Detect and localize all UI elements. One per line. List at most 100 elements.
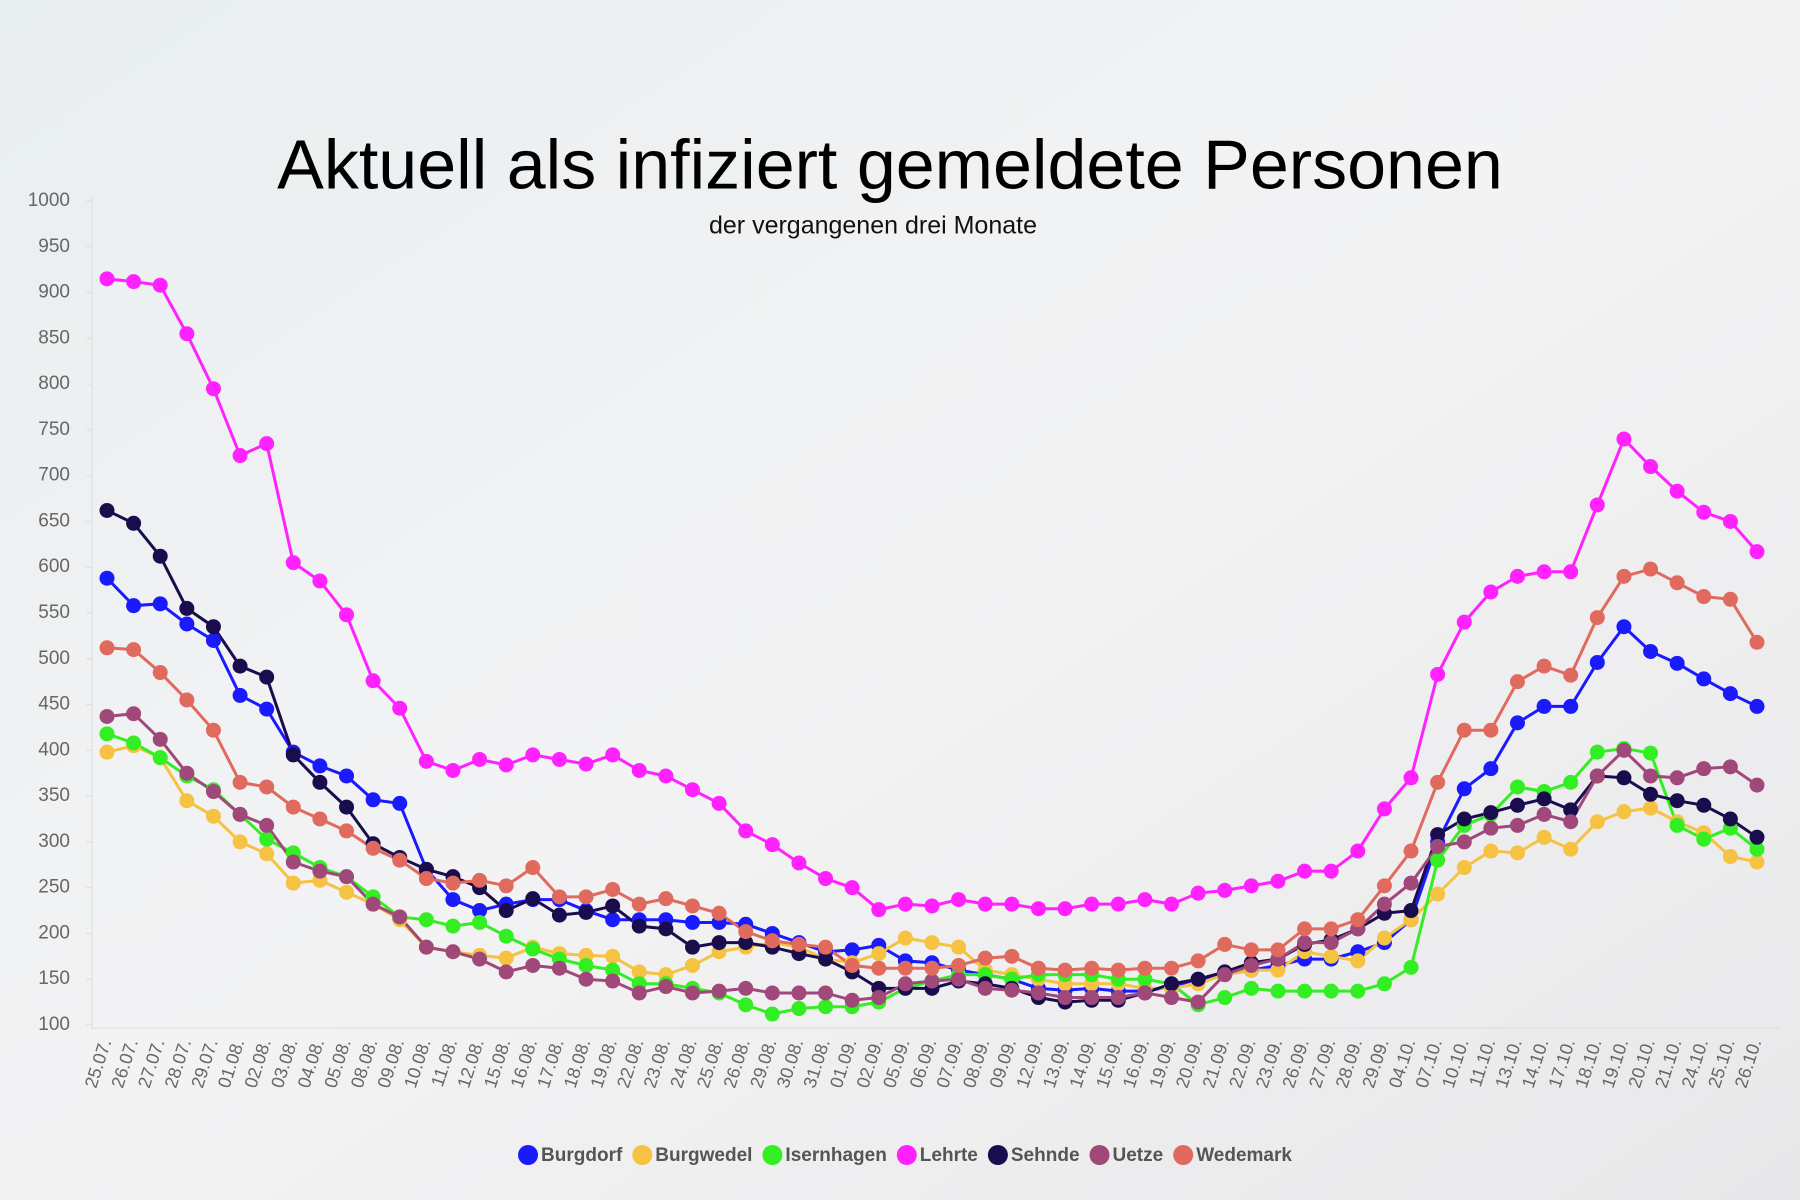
data-point (684, 957, 700, 973)
data-point (1749, 854, 1765, 870)
data-point (525, 941, 541, 957)
data-point (259, 779, 275, 795)
data-point (1589, 768, 1605, 784)
data-point (897, 960, 913, 976)
data-point (1030, 985, 1046, 1001)
data-point (1456, 811, 1472, 827)
y-tick-label: 750 (38, 419, 70, 440)
data-point (1589, 610, 1605, 626)
data-point (418, 939, 434, 955)
data-point (1004, 982, 1020, 998)
data-point (1084, 960, 1100, 976)
data-point (764, 933, 780, 949)
data-point (711, 795, 727, 811)
data-point (1164, 896, 1180, 912)
legend-label: Isernhagen (785, 1145, 886, 1166)
data-point (1722, 591, 1738, 607)
data-point (1376, 801, 1392, 817)
data-point (445, 875, 461, 891)
data-point (578, 889, 594, 905)
data-point (285, 854, 301, 870)
data-point (1164, 976, 1180, 992)
data-point (1350, 843, 1366, 859)
data-point (818, 871, 834, 887)
data-point (924, 973, 940, 989)
data-point (365, 673, 381, 689)
data-point (126, 706, 142, 722)
y-tick-label: 700 (38, 465, 70, 486)
data-point (232, 774, 248, 790)
data-point (232, 658, 248, 674)
data-point (1057, 990, 1073, 1006)
y-tick-label: 500 (38, 648, 70, 669)
data-point (1669, 483, 1685, 499)
data-point (551, 907, 567, 923)
data-point (1323, 983, 1339, 999)
data-point (818, 939, 834, 955)
data-point (1509, 715, 1525, 731)
data-point (472, 903, 488, 919)
data-point (1616, 742, 1632, 758)
data-point (1297, 863, 1313, 879)
data-point (259, 701, 275, 717)
data-point (205, 381, 221, 397)
data-point (1137, 971, 1153, 987)
legend-label: Uetze (1113, 1145, 1164, 1166)
data-point (1456, 860, 1472, 876)
data-point (738, 935, 754, 951)
data-point (977, 896, 993, 912)
data-point (339, 869, 355, 885)
data-point (152, 596, 168, 612)
data-point (1297, 983, 1313, 999)
data-point (738, 980, 754, 996)
data-point (339, 768, 355, 784)
data-point (1030, 901, 1046, 917)
data-point (1270, 873, 1286, 889)
data-point (1669, 770, 1685, 786)
data-point (1749, 841, 1765, 857)
data-point (551, 889, 567, 905)
data-point (1669, 793, 1685, 809)
data-point (1323, 921, 1339, 937)
data-point (179, 600, 195, 616)
data-point (1696, 831, 1712, 847)
data-point (1430, 886, 1446, 902)
data-point (1456, 722, 1472, 738)
y-tick-label: 350 (38, 785, 70, 806)
data-point (179, 765, 195, 781)
data-point (1749, 777, 1765, 793)
data-point (1616, 568, 1632, 584)
data-point (1696, 797, 1712, 813)
data-point (445, 944, 461, 960)
data-point (259, 669, 275, 685)
data-point (152, 731, 168, 747)
data-point (179, 326, 195, 342)
data-point (791, 855, 807, 871)
data-point (392, 909, 408, 925)
data-point (232, 806, 248, 822)
legend-marker (1173, 1145, 1194, 1165)
data-point (844, 992, 860, 1008)
data-point (1563, 841, 1579, 857)
data-point (764, 837, 780, 853)
data-point (285, 875, 301, 891)
data-point (738, 924, 754, 940)
data-point (1722, 686, 1738, 702)
y-tick-label: 800 (38, 373, 70, 394)
data-point (1722, 759, 1738, 775)
data-point (126, 598, 142, 614)
data-point (1536, 564, 1552, 580)
data-point (205, 632, 221, 648)
data-point (684, 985, 700, 1001)
data-point (578, 904, 594, 920)
data-point (498, 757, 514, 773)
data-point (205, 722, 221, 738)
data-point (871, 960, 887, 976)
data-point (205, 808, 221, 824)
data-point (1669, 575, 1685, 591)
data-point (605, 747, 621, 763)
data-point (738, 997, 754, 1013)
data-point (1270, 942, 1286, 958)
data-point (1616, 804, 1632, 820)
